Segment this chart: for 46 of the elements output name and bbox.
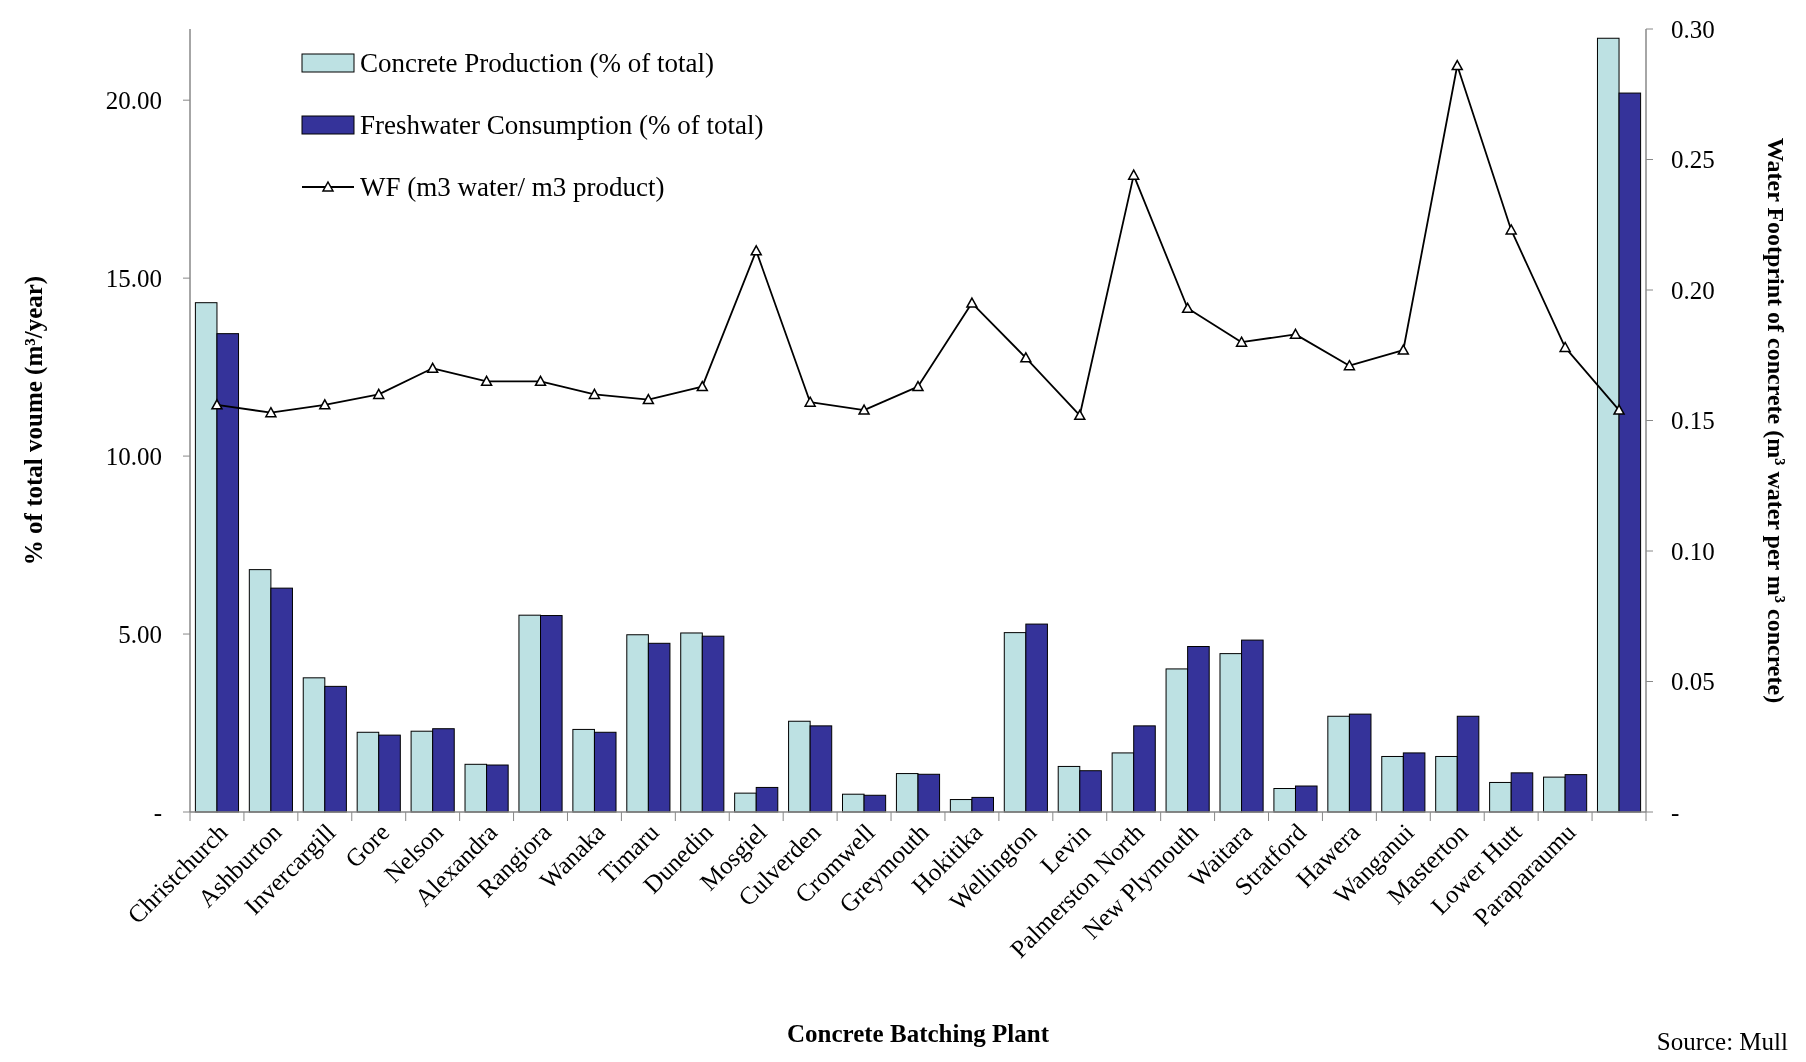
point [1127, 169, 1140, 180]
y-tick-label: 5.00 [118, 620, 162, 648]
y-tick-label: 10.00 [105, 442, 162, 470]
point [1343, 359, 1356, 371]
point [750, 245, 762, 256]
legend-label: Freshwater Consumption (% of total) [360, 110, 764, 141]
point [1235, 336, 1248, 347]
point [211, 399, 223, 410]
y-tick-label: - [153, 798, 162, 826]
y2-tick-label: - [1671, 798, 1680, 826]
point [1289, 328, 1302, 340]
point [858, 404, 870, 415]
source-note: Source: Mull [1656, 1028, 1789, 1055]
point [1451, 59, 1464, 71]
point [480, 375, 493, 387]
point [534, 375, 547, 387]
point [426, 362, 439, 374]
x-axis-title: Concrete Batching Plant [786, 1020, 1050, 1047]
point [912, 380, 924, 392]
y2-tick-label: 0.30 [1671, 15, 1715, 43]
legend-label: Concrete Production (% of total) [360, 48, 714, 79]
point [804, 396, 816, 407]
point [588, 388, 601, 400]
y2-tick-label: 0.20 [1671, 276, 1715, 304]
point [319, 399, 331, 410]
point [1559, 341, 1571, 353]
point [1505, 224, 1517, 235]
point [966, 297, 978, 308]
y2-axis-title: Water Footprint of concrete (m³ water per m³ concrete) [1763, 137, 1789, 704]
point [1397, 344, 1410, 355]
y2-tick-label: 0.05 [1671, 668, 1715, 696]
point [1613, 404, 1625, 415]
point [642, 393, 655, 405]
point [1074, 409, 1086, 421]
point [1020, 352, 1032, 363]
y-axis-title: % of total voume (m³/year) [20, 275, 48, 566]
point [265, 406, 277, 418]
y-tick-label: 15.00 [105, 264, 162, 292]
point [372, 388, 385, 400]
y-tick-label: 20.00 [105, 86, 162, 114]
y2-tick-label: 0.25 [1671, 146, 1715, 174]
point [1181, 302, 1194, 314]
legend-label: WF (m3 water/ m3 product) [360, 172, 665, 203]
y2-tick-label: 0.10 [1671, 537, 1715, 565]
y2-tick-label: 0.15 [1671, 407, 1715, 435]
point [696, 380, 709, 392]
